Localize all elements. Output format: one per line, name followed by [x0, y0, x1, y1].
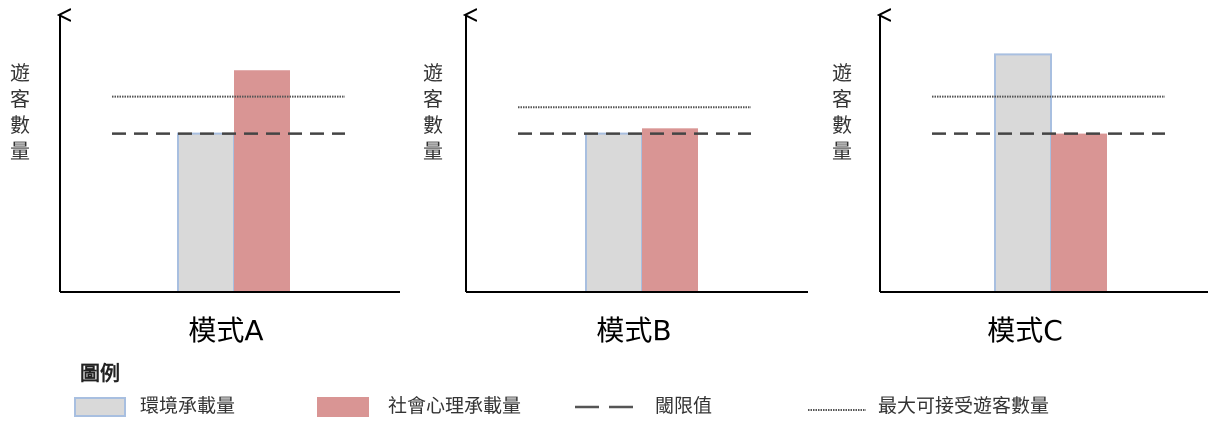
chart-mode-label: 模式B [596, 314, 671, 347]
legend-swatch-social [317, 397, 369, 417]
legend-item-label: 閾限值 [655, 395, 712, 417]
y-axis-label-char: 數 [423, 113, 443, 137]
bar-environment [585, 132, 643, 293]
y-axis-label-char: 客 [423, 87, 443, 111]
y-axis-label-char: 數 [10, 113, 30, 137]
y-axis-label-char: 量 [423, 139, 443, 163]
y-axis-label-char: 量 [10, 139, 30, 163]
y-axis-label-char: 遊 [423, 61, 443, 85]
bar-social-psychological [642, 128, 698, 292]
y-axis-label-char: 量 [832, 139, 852, 163]
bar-environment [994, 53, 1052, 294]
y-axis-label-char: 客 [832, 87, 852, 111]
y-axis-label-char: 客 [10, 87, 30, 111]
legend-item-label: 環境承載量 [140, 395, 235, 417]
y-axis-label-char: 遊 [10, 61, 30, 85]
y-axis-label-char: 遊 [832, 61, 852, 85]
y-axis-label-char: 數 [832, 113, 852, 137]
legend-title: 圖例 [80, 361, 120, 385]
legend-item-label: 最大可接受遊客數量 [878, 395, 1049, 417]
bar-social-psychological [234, 70, 290, 293]
legend-item-label: 社會心理承載量 [388, 395, 521, 417]
chart-mode-label: 模式A [188, 314, 263, 347]
chart-mode-label: 模式C [987, 314, 1063, 347]
bar-social-psychological [1051, 133, 1107, 292]
legend-swatch-environment [74, 397, 126, 417]
bar-environment [177, 132, 235, 293]
